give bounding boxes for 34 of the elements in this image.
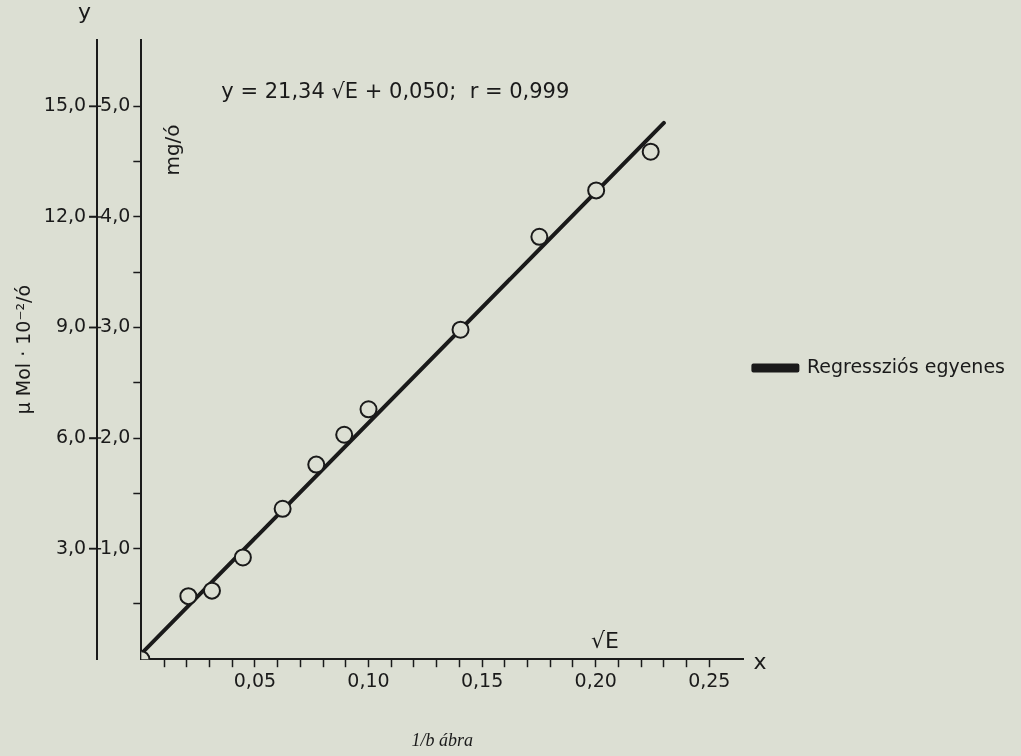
x-tick-label: 0,05 [233, 668, 277, 691]
x-tick-label: 0,25 [688, 668, 731, 691]
x-tick-label: 0,10 [347, 668, 390, 691]
text: 1/b ábra [411, 729, 474, 750]
point [530, 227, 549, 246]
annotation: y = 21,34 √E + 0,050; r = 0,999 [221, 78, 570, 103]
y-tick-label: 2,0 [100, 424, 131, 447]
point [233, 548, 252, 567]
y-tick-label: 1,0 [100, 535, 131, 558]
legend-label: Regressziós egyenes [806, 354, 1005, 377]
y2-tick-label: 15,0 [43, 93, 87, 116]
y2-tick-label: 12,0 [43, 203, 87, 226]
y-tick-label: 4,0 [100, 203, 131, 226]
text: x [753, 648, 767, 674]
y2-tick-label: 3,0 [55, 535, 87, 558]
y2-tick-label: 9,0 [55, 314, 87, 337]
point [587, 181, 606, 200]
point [335, 425, 354, 444]
point [641, 142, 660, 161]
x-tick-label: 0,20 [574, 668, 617, 691]
y-tick-label: 5,0 [100, 93, 131, 116]
point [307, 455, 326, 474]
y-tick-label: 3,0 [100, 314, 131, 337]
point [359, 400, 378, 419]
x-axis-title: √E [590, 627, 619, 653]
text: y [78, 0, 92, 24]
point [273, 499, 292, 518]
y2-axis-title: μ Mol · 10⁻²/ó [12, 284, 35, 415]
point [179, 587, 198, 606]
y-axis-title: mg/ó [159, 124, 184, 176]
x-tick-label: 0,15 [460, 668, 504, 691]
point [202, 581, 221, 600]
y2-tick-label: 6,0 [55, 424, 87, 447]
point [451, 320, 470, 339]
